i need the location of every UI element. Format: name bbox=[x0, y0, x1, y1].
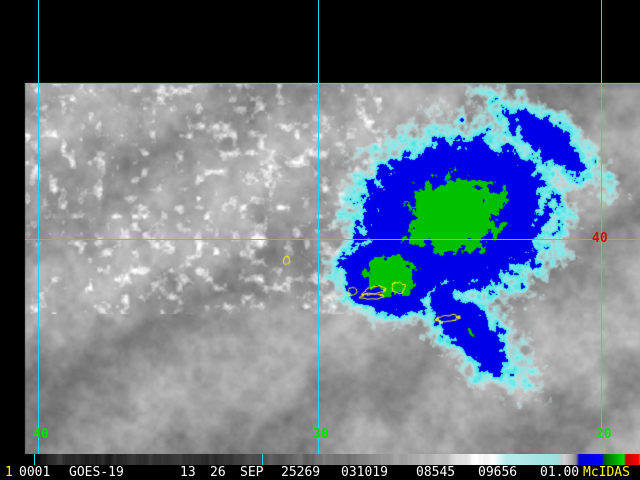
colorbar-tick-0 bbox=[34, 454, 35, 465]
annotation-strip: 1 0001 GOES-19 13 26 SEP 25269 031019 08545 09656… bbox=[0, 454, 640, 480]
status-segment-2: GOES-19 bbox=[69, 465, 124, 480]
status-segment-0: 1 bbox=[5, 465, 13, 480]
status-segment-4: 26 bbox=[210, 465, 226, 480]
status-segment-9: 09656 bbox=[478, 465, 518, 480]
status-segment-11: McIDAS bbox=[583, 465, 630, 480]
status-segment-6: 25269 bbox=[281, 465, 321, 480]
grid-label-lon-20: 20 bbox=[596, 427, 612, 442]
grid-parallel-1 bbox=[25, 239, 640, 240]
status-segment-1: 0001 bbox=[19, 465, 51, 480]
enhancement-colorbar[interactable] bbox=[0, 454, 640, 465]
grid-meridian-2 bbox=[601, 0, 602, 454]
status-segment-5: SEP bbox=[240, 465, 264, 480]
grid-label-lon-30: 30 bbox=[313, 427, 329, 442]
status-segment-7: 031019 bbox=[341, 465, 388, 480]
grid-meridian-1 bbox=[318, 0, 319, 454]
status-segment-10: 01.00 bbox=[540, 465, 580, 480]
satellite-image-area[interactable] bbox=[0, 0, 640, 454]
status-segment-3: 13 bbox=[180, 465, 196, 480]
status-line: 1 0001 GOES-19 13 26 SEP 25269 031019 08545 09656… bbox=[0, 465, 640, 480]
grid-meridian-0 bbox=[38, 0, 39, 454]
grid-label-lon-40: 40 bbox=[33, 427, 49, 442]
colorbar-gradient bbox=[0, 454, 640, 465]
status-segment-8: 08545 bbox=[416, 465, 456, 480]
grid-parallel-0 bbox=[25, 83, 640, 84]
satellite-raster[interactable] bbox=[0, 0, 640, 454]
colorbar-tick-1 bbox=[262, 454, 263, 465]
grid-label-lat-40: 40 bbox=[592, 231, 608, 246]
